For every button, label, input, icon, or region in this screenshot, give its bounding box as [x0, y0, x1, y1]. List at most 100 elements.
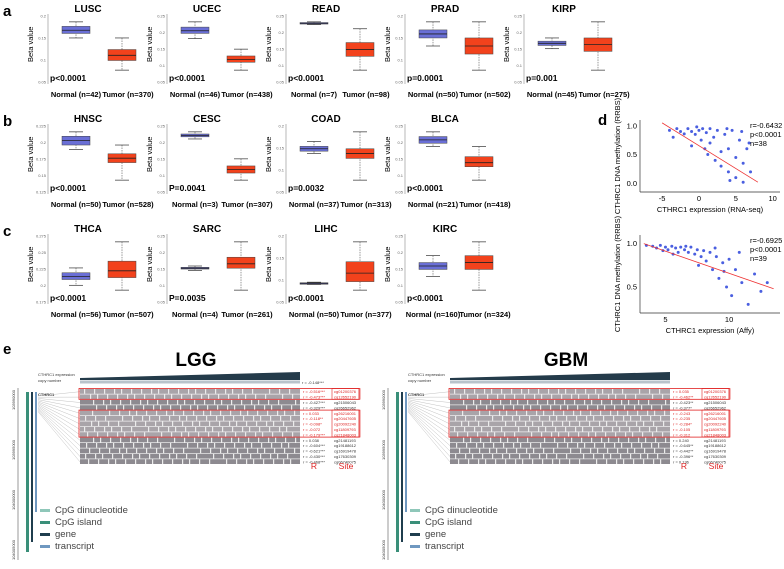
methylation-stripe	[238, 437, 240, 443]
methylation-stripe	[283, 421, 285, 427]
panel-title: BLCA	[431, 114, 459, 125]
y-tick-label: 1.0	[627, 121, 637, 130]
row-r-value: r = -0.427***	[303, 400, 325, 405]
methylation-stripe	[223, 416, 225, 421]
y-tick-label: 0.15	[157, 157, 166, 162]
methylation-stripe	[176, 453, 178, 459]
methylation-stripe	[530, 405, 532, 410]
copy-number-track	[450, 380, 670, 384]
y-tick-label: 0.2	[397, 250, 403, 255]
data-point	[753, 272, 757, 276]
methylation-row: r = -0.118** cg20447605	[37, 401, 357, 421]
methylation-stripe	[145, 459, 147, 464]
methylation-stripe	[218, 394, 220, 400]
methylation-stripe	[279, 426, 281, 432]
methylation-stripe	[194, 399, 196, 405]
methylation-stripe	[149, 453, 151, 459]
methylation-stripe	[553, 410, 555, 416]
p-value: p<0.0001	[50, 183, 86, 193]
y-tick-label: 0.175	[36, 300, 47, 305]
methylation-stripe	[179, 416, 181, 421]
row-r-value: r = -0.098*	[303, 422, 322, 427]
methylation-stripe	[542, 459, 544, 464]
methylation-stripe	[658, 443, 660, 448]
methylation-stripe	[578, 432, 580, 437]
methylation-heat-row	[450, 410, 670, 416]
methylation-stripe	[639, 389, 641, 394]
methylation-stripe	[455, 453, 457, 459]
x-tick-label: 10	[725, 315, 733, 324]
methylation-stripe	[491, 389, 493, 394]
methylation-stripe	[151, 389, 153, 394]
methylation-stripe	[634, 405, 636, 410]
methylation-stripe	[576, 416, 578, 421]
cpg-link-line	[37, 409, 81, 452]
methylation-stripe	[468, 459, 470, 464]
row-r-value: r = -0.468***	[303, 459, 325, 464]
x-tick-label: 10	[768, 194, 776, 203]
y-tick-label: 0.2	[159, 250, 165, 255]
row-r-value: r = -0.442**	[673, 449, 694, 454]
methylation-stripe	[169, 453, 171, 459]
data-point	[689, 245, 693, 249]
methylation-stripe	[233, 416, 235, 421]
methylation-stripe	[578, 394, 580, 400]
methylation-stripe	[184, 399, 186, 405]
methylation-stripe	[265, 394, 267, 400]
methylation-stripe	[96, 443, 98, 448]
methylation-stripe	[84, 389, 86, 394]
data-point	[679, 130, 683, 134]
methylation-stripe	[595, 432, 597, 437]
genome-axis-tick: 104005000	[11, 539, 16, 560]
y-tick-label: 0.1	[397, 58, 403, 63]
methylation-stripe	[109, 410, 111, 416]
panel-title: LUSC	[74, 4, 101, 15]
y-tick-label: 0.05	[276, 80, 285, 85]
methylation-stripe	[167, 399, 169, 405]
methylation-stripe	[485, 459, 487, 464]
methylation-stripe	[152, 459, 154, 464]
methylation-stripe	[273, 459, 275, 464]
methylation-stripe	[548, 389, 550, 394]
legend-label: transcript	[425, 541, 464, 552]
methylation-stripe	[205, 426, 207, 432]
methylation-stripe	[229, 421, 231, 427]
methylation-stripe	[99, 448, 101, 454]
methylation-stripe	[565, 426, 567, 432]
methylation-stripe	[643, 459, 645, 464]
panel-title: COAD	[311, 114, 340, 125]
methylation-stripe	[625, 394, 627, 400]
boxplot-coad: COAD Beta value 0.2 0.15 0.1 0.05 p=0.0032 Norm…	[264, 114, 392, 209]
methylation-stripe	[131, 426, 133, 432]
row-site-id: cg11809793	[334, 427, 357, 432]
methylation-stripe	[294, 448, 296, 454]
data-point	[734, 155, 738, 159]
data-point	[714, 255, 718, 259]
cpg-link-line	[407, 401, 451, 419]
methylation-stripe	[459, 448, 461, 454]
methylation-row: r = 0.038 cg21481193	[37, 406, 357, 443]
methylation-stripe	[126, 448, 128, 454]
methylation-heat-row	[80, 399, 300, 405]
methylation-row: r = -0.468*** cg06740075	[37, 411, 357, 464]
methylation-stripe	[543, 410, 545, 416]
row-site-id: cg17630309	[704, 454, 727, 459]
methylation-stripe	[269, 389, 271, 394]
methylation-stripe	[602, 426, 604, 432]
methylation-heat-row	[80, 394, 300, 400]
methylation-stripe	[468, 421, 470, 427]
methylation-stripe	[119, 448, 121, 454]
methylation-stripe	[243, 416, 245, 421]
methylation-stripe	[534, 394, 536, 400]
cpg-link-line	[37, 401, 81, 419]
data-point	[702, 249, 706, 253]
methylation-stripe	[264, 405, 266, 410]
row-r-value: r = -0.329***	[303, 405, 325, 410]
methylation-row: r = -0.179*** cg21848003	[37, 405, 357, 437]
methylation-row: r = -0.243 cg26216001	[407, 400, 727, 416]
methylation-stripe	[267, 410, 269, 416]
methylation-stripe	[478, 459, 480, 464]
methylation-stripe	[275, 437, 277, 443]
methylation-stripe	[207, 443, 209, 448]
row-site-id: cg01200376	[704, 389, 727, 394]
